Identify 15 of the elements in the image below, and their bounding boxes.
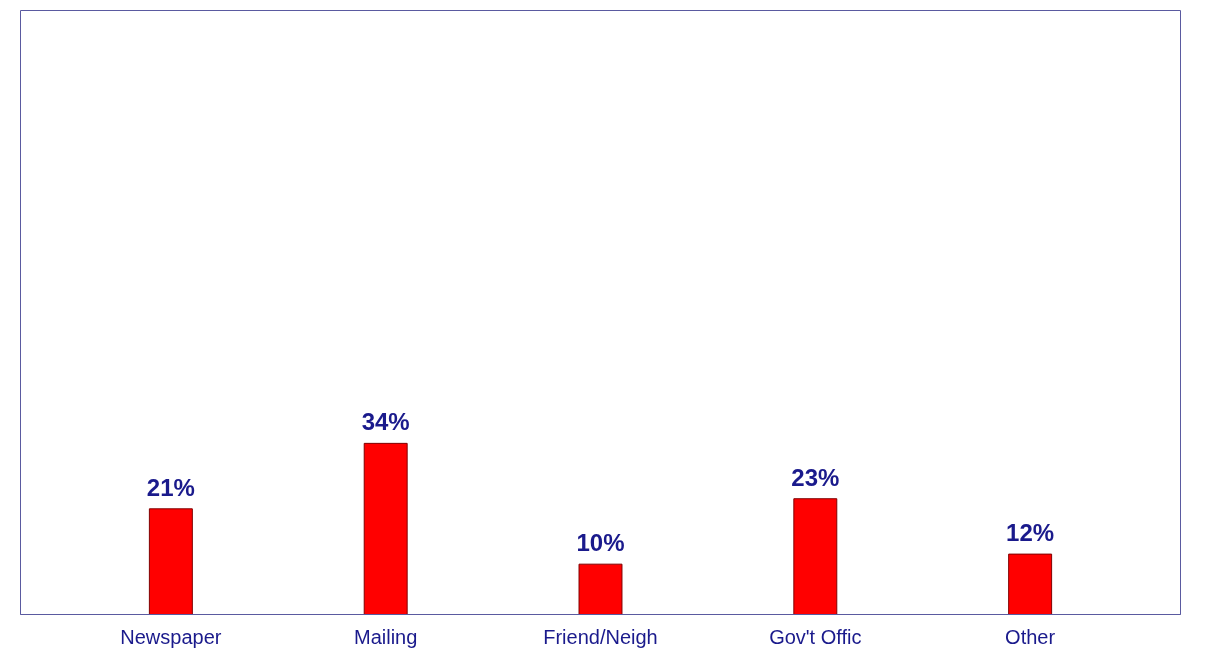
x-tick-label: Gov't Offic [769, 625, 862, 648]
x-tick-label: Newspaper [120, 625, 222, 648]
bar [363, 442, 408, 615]
bar [793, 498, 838, 615]
bar [1008, 553, 1053, 615]
bar [148, 508, 193, 615]
x-tick-label: Mailing [354, 625, 418, 648]
data-label: 34% [361, 408, 410, 436]
bar [578, 563, 623, 615]
x-tick-label: Other [1005, 625, 1056, 648]
data-label: 10% [576, 529, 625, 557]
data-label: 23% [791, 463, 840, 491]
data-label: 12% [1006, 519, 1055, 547]
data-label: 21% [146, 473, 195, 501]
x-tick-label: Friend/Neigh [543, 625, 658, 648]
